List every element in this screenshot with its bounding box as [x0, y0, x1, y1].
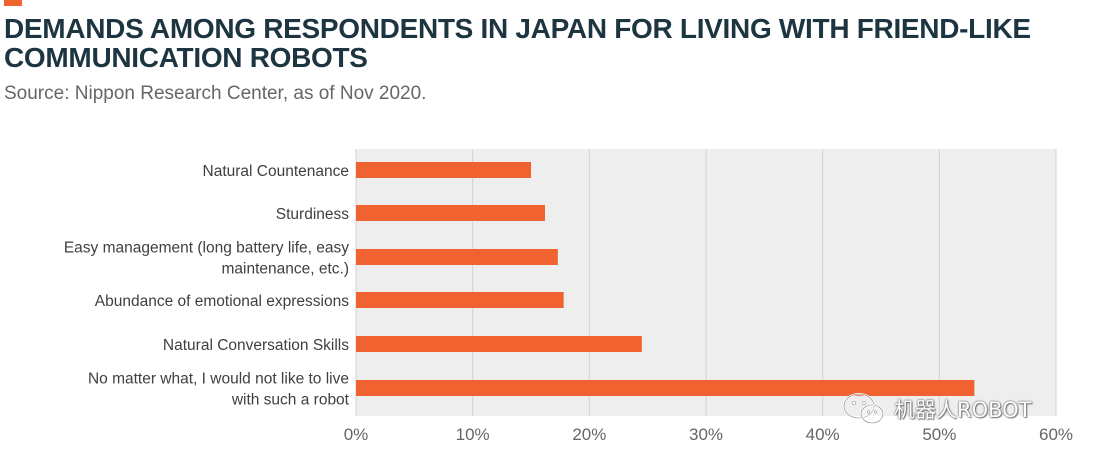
x-tick-label: 10% — [456, 425, 490, 444]
x-tick-label: 30% — [689, 425, 723, 444]
category-label: Sturdiness — [276, 206, 349, 223]
category-label: No matter what, I would not like to live — [88, 371, 349, 388]
bar — [356, 162, 531, 178]
category-label: with such a robot — [231, 392, 350, 409]
gridlines — [355, 149, 1057, 416]
category-label: Natural Conversation Skills — [163, 337, 349, 354]
bar — [356, 292, 564, 308]
x-tick-label: 40% — [806, 425, 840, 444]
wechat-icon — [842, 392, 885, 425]
category-label: Abundance of emotional expressions — [95, 293, 349, 310]
x-tick-label: 0% — [344, 425, 369, 444]
chart-subtitle: Source: Nippon Research Center, as of No… — [4, 83, 427, 104]
bars — [356, 162, 975, 396]
category-label: Easy management (long battery life, easy — [64, 240, 349, 257]
bar — [356, 336, 642, 352]
bar — [356, 205, 545, 221]
x-tick-label: 50% — [922, 425, 956, 444]
category-label: maintenance, etc.) — [221, 261, 349, 278]
watermark: 机器人ROBOT — [842, 392, 1032, 426]
accent-mark — [4, 0, 22, 6]
x-tick-label: 20% — [572, 425, 606, 444]
bar — [356, 380, 975, 396]
watermark-text: 机器人ROBOT — [894, 398, 1032, 422]
category-label: Natural Countenance — [203, 163, 350, 180]
x-tick-label: 60% — [1039, 425, 1073, 444]
chart-title: DEMANDS AMONG RESPONDENTS IN JAPAN FOR L… — [4, 13, 1031, 73]
x-axis-ticks: 0% 10% 20% 30% 40% 50% 60% — [344, 425, 1073, 444]
category-labels: Natural Countenance Sturdiness Easy manage… — [64, 163, 350, 409]
bar — [356, 249, 558, 265]
